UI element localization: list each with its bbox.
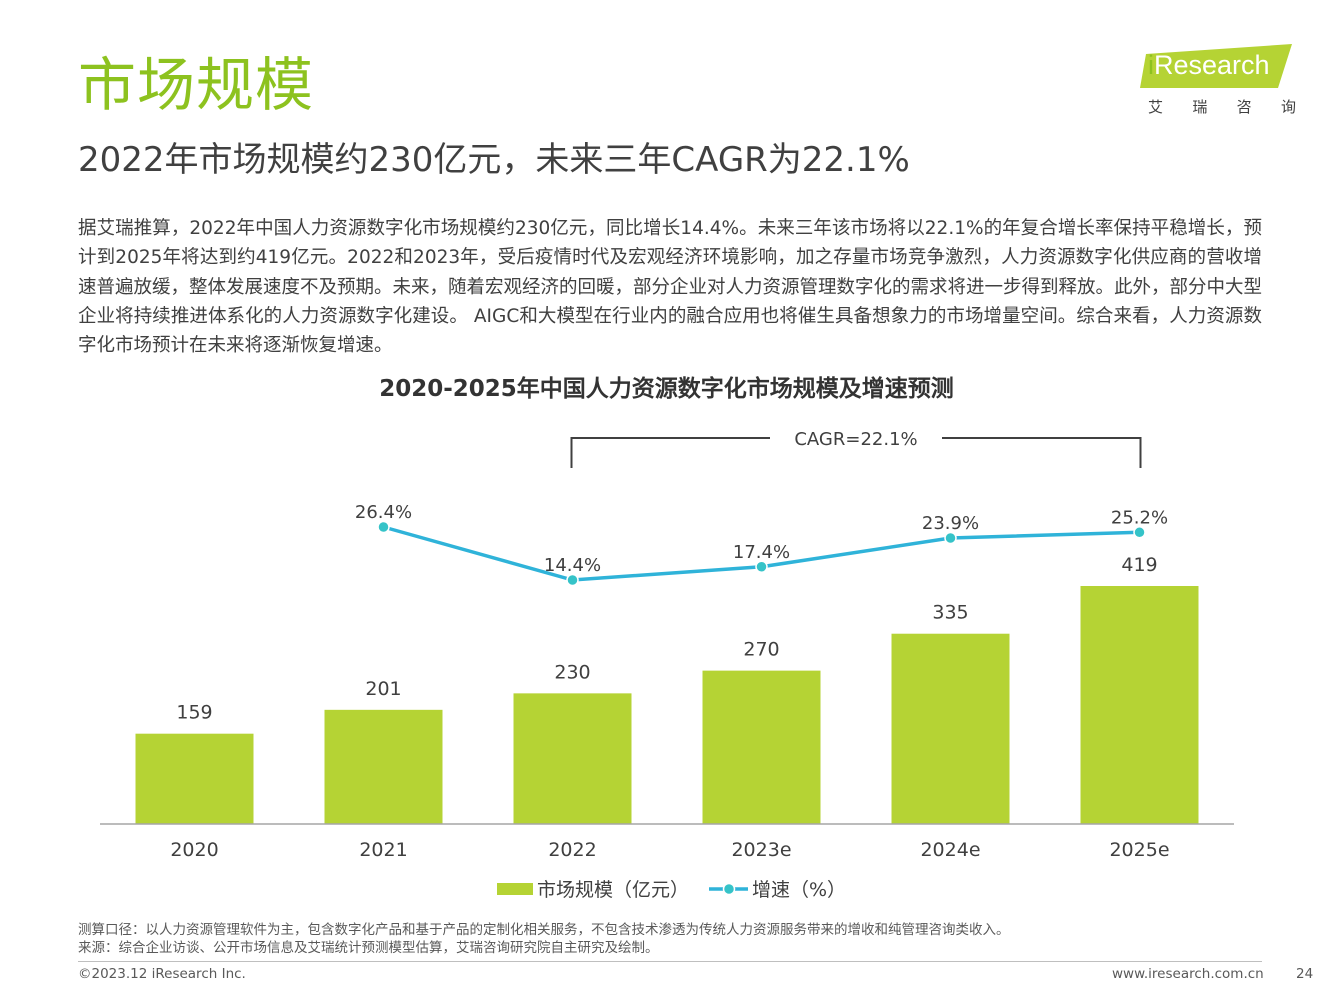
footer-copyright: ©2023.12 iResearch Inc. xyxy=(78,966,246,982)
x-tick-label-2021: 2021 xyxy=(359,839,407,861)
logo-subtitle: 艾 瑞 咨 询 xyxy=(1148,96,1296,117)
logo-char: 咨 xyxy=(1236,98,1252,116)
bar-label-2024e: 335 xyxy=(932,602,968,624)
iresearch-logo: iResearch 艾 瑞 咨 询 xyxy=(1140,44,1300,117)
cagr-bracket-left xyxy=(570,437,770,468)
page-subtitle: 2022年市场规模约230亿元，未来三年CAGR为22.1% xyxy=(78,140,910,180)
chart-title: 2020-2025年中国人力资源数字化市场规模及增速预测 xyxy=(379,376,954,402)
legend-swatch-bar xyxy=(497,883,533,895)
growth-point-2022 xyxy=(566,573,579,587)
growth-label-2024e: 23.9% xyxy=(922,513,979,534)
cagr-label: CAGR=22.1% xyxy=(794,429,917,450)
footer-url: www.iresearch.com.cn xyxy=(1112,966,1264,982)
note-scope: 测算口径：以人力资源管理软件为主，包含数字化产品和基于产品的定制化相关服务，不包… xyxy=(78,922,1010,938)
bar-label-2020: 159 xyxy=(176,702,212,724)
logo-i: i xyxy=(1148,50,1154,80)
legend-swatch-marker xyxy=(722,882,736,896)
bar-label-2022: 230 xyxy=(554,661,590,683)
growth-label-2022: 14.4% xyxy=(544,555,601,576)
x-tick-label-2023e: 2023e xyxy=(731,839,791,861)
note-source: 来源：综合企业访谈、公开市场信息及艾瑞统计预测模型估算，艾瑞咨询研究院自主研究及… xyxy=(78,940,659,956)
logo-wordmark: iResearch xyxy=(1148,52,1270,79)
page-number: 24 xyxy=(1296,966,1314,982)
growth-point-2021 xyxy=(377,520,390,534)
growth-label-2023e: 17.4% xyxy=(733,542,790,563)
logo-char: 艾 xyxy=(1148,98,1164,116)
growth-point-2024e xyxy=(944,531,957,545)
growth-label-2021: 26.4% xyxy=(355,502,412,523)
bar-2021 xyxy=(324,709,443,824)
bar-2025e xyxy=(1080,586,1199,824)
logo-research: Research xyxy=(1154,50,1270,80)
body-paragraph: 据艾瑞推算，2022年中国人力资源数字化市场规模约230亿元，同比增长14.4%… xyxy=(78,218,1263,357)
bar-2024e xyxy=(891,633,1010,824)
bar-label-2025e: 419 xyxy=(1121,554,1157,576)
bar-label-2021: 201 xyxy=(365,678,401,700)
cagr-bracket-right xyxy=(942,437,1142,468)
growth-point-2025e xyxy=(1133,526,1146,539)
x-tick-label-2024e: 2024e xyxy=(920,839,980,861)
x-tick-label-2025e: 2025e xyxy=(1109,839,1169,861)
logo-char: 询 xyxy=(1280,98,1296,116)
footer-divider xyxy=(78,961,1262,962)
bar-2020 xyxy=(135,733,254,824)
bar-2022 xyxy=(513,693,632,824)
legend-label-bar: 市场规模（亿元） xyxy=(537,879,689,901)
legend-label-line: 增速（%） xyxy=(752,879,846,901)
market-chart: 159 201 230 270 335 419 2020 2021 2022 2023e 2024e… xyxy=(100,429,1234,901)
page-title: 市场规模 xyxy=(78,51,315,119)
bar-2023e xyxy=(702,670,821,824)
growth-point-2023e xyxy=(755,560,768,573)
logo-flag-shape xyxy=(1140,44,1292,88)
bar-label-2023e: 270 xyxy=(743,639,779,661)
logo-char: 瑞 xyxy=(1192,98,1208,116)
growth-label-2025e: 25.2% xyxy=(1111,507,1168,528)
x-tick-label-2022: 2022 xyxy=(548,839,596,861)
x-tick-label-2020: 2020 xyxy=(170,839,218,861)
